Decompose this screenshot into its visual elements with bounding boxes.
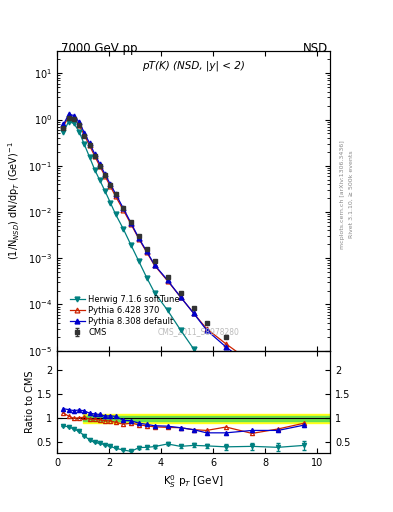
Herwig 7.1.6 softTune (113, 211, 118, 217)
Pythia 6.428 370 (87, 142, 92, 148)
Pythia 6.428 370 (77, 122, 81, 128)
Herwig 7.1.6 softTune (178, 327, 183, 333)
Pythia 8.308 default (191, 310, 196, 316)
Herwig 7.1.6 softTune (152, 290, 157, 296)
Pythia 8.308 default (61, 121, 66, 127)
Pythia 6.428 370 (191, 310, 196, 316)
Text: CMS_2011_S8978280: CMS_2011_S8978280 (158, 327, 240, 336)
Pythia 6.428 370 (137, 236, 141, 242)
Pythia 6.428 370 (121, 207, 126, 213)
Pythia 6.428 370 (103, 173, 107, 179)
Herwig 7.1.6 softTune (191, 346, 196, 352)
Herwig 7.1.6 softTune (121, 226, 126, 232)
Line: Herwig 7.1.6 softTune: Herwig 7.1.6 softTune (61, 119, 307, 460)
Text: Rivet 3.1.10, ≥ 500k events: Rivet 3.1.10, ≥ 500k events (349, 151, 354, 239)
Pythia 6.428 370 (276, 378, 281, 384)
Herwig 7.1.6 softTune (250, 408, 254, 414)
Pythia 8.308 default (276, 383, 281, 390)
Pythia 8.308 default (121, 205, 126, 211)
Herwig 7.1.6 softTune (108, 200, 113, 206)
Pythia 8.308 default (108, 181, 113, 187)
Herwig 7.1.6 softTune (97, 178, 102, 184)
Herwig 7.1.6 softTune (103, 188, 107, 195)
Herwig 7.1.6 softTune (61, 129, 66, 135)
Herwig 7.1.6 softTune (77, 129, 81, 135)
Pythia 8.308 default (144, 248, 149, 254)
Pythia 8.308 default (77, 119, 81, 125)
Pythia 6.428 370 (129, 221, 134, 227)
Pythia 6.428 370 (152, 262, 157, 268)
Herwig 7.1.6 softTune (87, 154, 92, 160)
Pythia 8.308 default (152, 262, 157, 268)
Pythia 8.308 default (72, 113, 76, 119)
Herwig 7.1.6 softTune (66, 119, 71, 125)
Pythia 8.308 default (92, 151, 97, 157)
Pythia 8.308 default (178, 294, 183, 300)
Pythia 8.308 default (87, 140, 92, 146)
Herwig 7.1.6 softTune (137, 259, 141, 265)
Pythia 6.428 370 (204, 326, 209, 332)
Pythia 8.308 default (113, 190, 118, 197)
Pythia 6.428 370 (72, 115, 76, 121)
Pythia 8.308 default (224, 344, 228, 350)
Pythia 6.428 370 (108, 183, 113, 189)
Pythia 8.308 default (129, 220, 134, 226)
Herwig 7.1.6 softTune (72, 120, 76, 126)
Pythia 8.308 default (82, 130, 87, 136)
Herwig 7.1.6 softTune (92, 167, 97, 173)
Pythia 8.308 default (302, 402, 307, 409)
Pythia 8.308 default (137, 235, 141, 241)
Pythia 8.308 default (165, 277, 170, 283)
Herwig 7.1.6 softTune (224, 385, 228, 391)
Pythia 6.428 370 (178, 294, 183, 300)
Herwig 7.1.6 softTune (144, 274, 149, 281)
Pythia 6.428 370 (61, 123, 66, 129)
X-axis label: K$^0_S$ p$_T$ [GeV]: K$^0_S$ p$_T$ [GeV] (163, 474, 224, 490)
Pythia 6.428 370 (165, 278, 170, 284)
Legend: Herwig 7.1.6 softTune, Pythia 6.428 370, Pythia 8.308 default, CMS: Herwig 7.1.6 softTune, Pythia 6.428 370,… (67, 292, 183, 340)
Y-axis label: (1/N$_{NSD}$) dN/dp$_T$ (GeV)$^{-1}$: (1/N$_{NSD}$) dN/dp$_T$ (GeV)$^{-1}$ (7, 142, 22, 260)
Pythia 8.308 default (250, 364, 254, 370)
Line: Pythia 8.308 default: Pythia 8.308 default (61, 112, 307, 408)
Text: 7000 GeV pp: 7000 GeV pp (61, 42, 138, 55)
Pythia 6.428 370 (250, 359, 254, 366)
Pythia 8.308 default (97, 161, 102, 167)
Pythia 8.308 default (204, 327, 209, 333)
Herwig 7.1.6 softTune (82, 141, 87, 147)
Text: mcplots.cern.ch [arXiv:1306.3436]: mcplots.cern.ch [arXiv:1306.3436] (340, 140, 345, 249)
Herwig 7.1.6 softTune (302, 454, 307, 460)
Pythia 6.428 370 (302, 396, 307, 402)
Herwig 7.1.6 softTune (204, 364, 209, 370)
Line: Pythia 6.428 370: Pythia 6.428 370 (61, 114, 307, 401)
Herwig 7.1.6 softTune (276, 429, 281, 435)
Y-axis label: Ratio to CMS: Ratio to CMS (26, 371, 35, 433)
Pythia 6.428 370 (92, 153, 97, 159)
Pythia 8.308 default (66, 111, 71, 117)
Herwig 7.1.6 softTune (165, 307, 170, 313)
Text: NSD: NSD (303, 42, 328, 55)
Pythia 6.428 370 (144, 249, 149, 255)
Pythia 6.428 370 (82, 132, 87, 138)
Pythia 6.428 370 (66, 114, 71, 120)
Herwig 7.1.6 softTune (129, 242, 134, 248)
Pythia 8.308 default (103, 172, 107, 178)
Pythia 6.428 370 (224, 341, 228, 347)
Pythia 6.428 370 (97, 163, 102, 169)
Pythia 6.428 370 (113, 193, 118, 199)
Text: pT(K) (NSD, |y| < 2): pT(K) (NSD, |y| < 2) (142, 60, 245, 71)
